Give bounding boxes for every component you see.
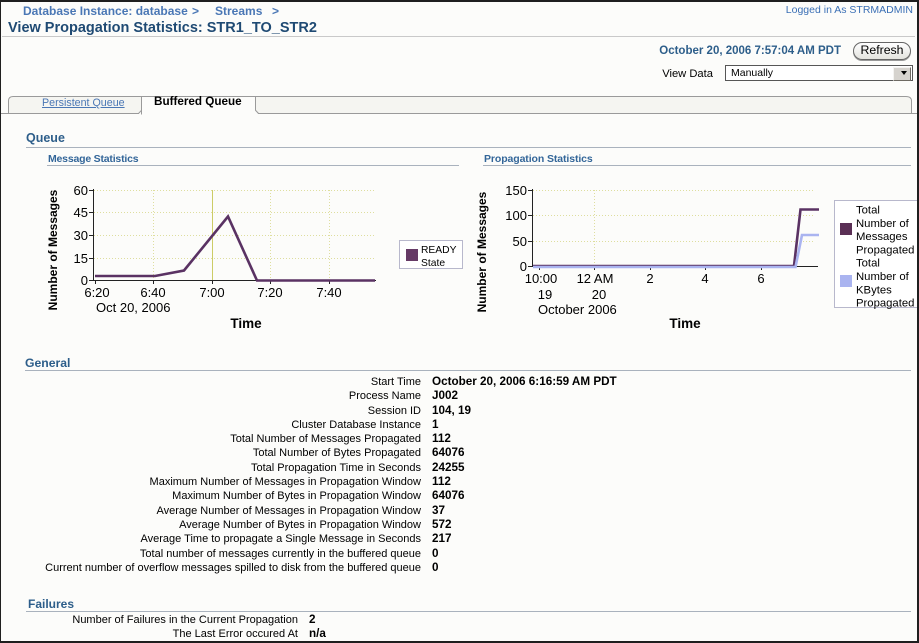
svg-text:KBytes: KBytes: [856, 284, 892, 296]
svg-text:7:40: 7:40: [316, 285, 341, 300]
svg-text:45: 45: [74, 205, 88, 220]
svg-text:100: 100: [505, 208, 527, 223]
svg-text:19: 19: [538, 287, 552, 302]
svg-text:15: 15: [74, 251, 88, 266]
svg-text:Time: Time: [669, 316, 701, 331]
svg-text:Number of Messages: Number of Messages: [475, 191, 489, 312]
svg-text:Total: Total: [856, 258, 880, 270]
svg-text:Messages: Messages: [856, 231, 908, 243]
svg-text:State: State: [421, 258, 445, 269]
svg-text:7:20: 7:20: [257, 285, 282, 300]
svg-text:Number of Messages: Number of Messages: [46, 189, 60, 310]
svg-text:READY: READY: [421, 245, 457, 256]
svg-text:50: 50: [513, 234, 527, 249]
svg-text:Total: Total: [856, 205, 880, 217]
svg-text:6: 6: [757, 271, 764, 286]
svg-text:20: 20: [592, 287, 606, 302]
svg-text:Propagated: Propagated: [856, 244, 914, 256]
svg-text:6:40: 6:40: [140, 285, 165, 300]
svg-text:October 2006: October 2006: [538, 302, 617, 317]
svg-text:4: 4: [701, 271, 708, 286]
svg-text:60: 60: [74, 183, 88, 198]
svg-text:Number of: Number of: [856, 271, 910, 283]
svg-text:Number of: Number of: [856, 218, 910, 230]
svg-text:0: 0: [81, 273, 88, 288]
svg-text:6:20: 6:20: [84, 285, 109, 300]
svg-text:10:00: 10:00: [525, 271, 558, 286]
svg-text:Propagated: Propagated: [856, 298, 914, 310]
svg-text:150: 150: [505, 183, 527, 198]
svg-text:0: 0: [520, 259, 527, 274]
svg-text:12 AM: 12 AM: [577, 271, 614, 286]
svg-text:7:00: 7:00: [199, 285, 224, 300]
svg-text:Time: Time: [230, 316, 262, 331]
svg-text:30: 30: [74, 228, 88, 243]
svg-text:Oct 20, 2006: Oct 20, 2006: [96, 300, 170, 315]
svg-text:2: 2: [646, 271, 653, 286]
